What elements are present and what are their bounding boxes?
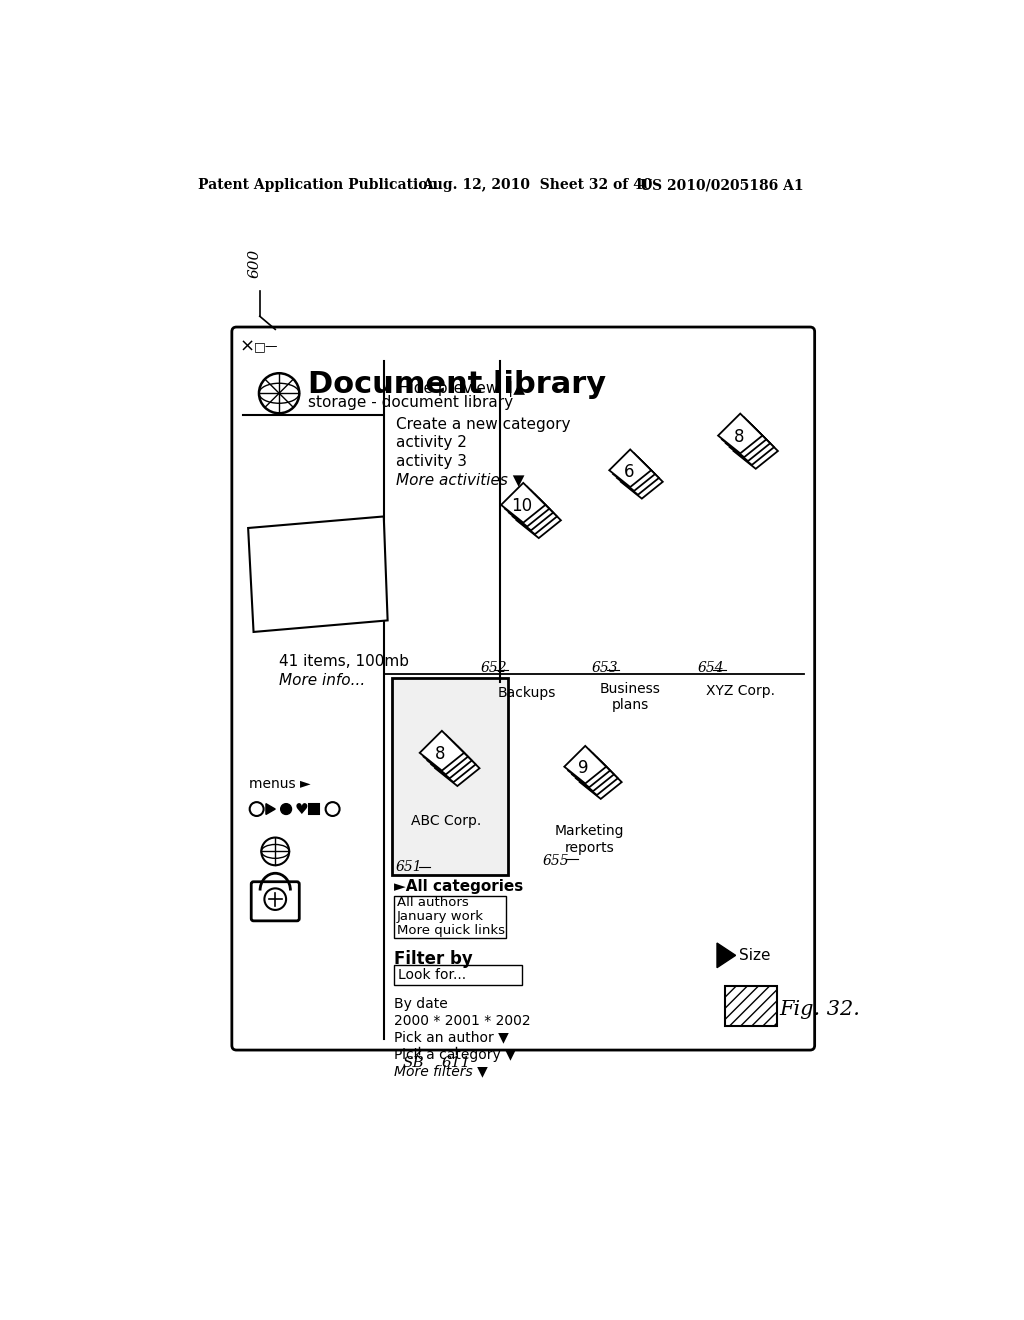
Text: Business
plans: Business plans: [600, 682, 660, 713]
Polygon shape: [266, 804, 275, 814]
Text: 10: 10: [511, 498, 532, 515]
FancyBboxPatch shape: [725, 986, 777, 1026]
Text: —: —: [264, 339, 276, 352]
Polygon shape: [564, 746, 606, 784]
Polygon shape: [718, 413, 763, 453]
Text: Fig. 32.: Fig. 32.: [779, 999, 860, 1019]
Text: 653: 653: [592, 661, 618, 675]
Text: US 2010/0205186 A1: US 2010/0205186 A1: [640, 178, 803, 193]
Text: 652: 652: [480, 661, 507, 675]
Text: Document library: Document library: [308, 370, 606, 399]
Polygon shape: [730, 425, 774, 465]
Text: Pick an author ▼: Pick an author ▼: [394, 1031, 509, 1044]
FancyBboxPatch shape: [394, 965, 521, 985]
Text: January work: January work: [397, 911, 484, 924]
Polygon shape: [733, 429, 778, 469]
Text: ♥: ♥: [295, 801, 308, 817]
Text: XYZ Corp.: XYZ Corp.: [706, 684, 775, 697]
Text: Marketing
reports: Marketing reports: [554, 825, 624, 854]
Text: activity 2: activity 2: [396, 436, 467, 450]
Circle shape: [281, 804, 292, 814]
FancyBboxPatch shape: [394, 896, 506, 939]
Polygon shape: [435, 746, 479, 785]
Polygon shape: [431, 742, 476, 783]
Text: Look for...: Look for...: [397, 969, 466, 982]
Text: Size: Size: [739, 948, 771, 962]
Text: Filter by: Filter by: [394, 950, 472, 968]
Polygon shape: [575, 758, 617, 795]
Polygon shape: [580, 762, 622, 799]
Text: Create a new category: Create a new category: [396, 417, 570, 432]
Polygon shape: [609, 449, 651, 487]
Text: 8: 8: [733, 428, 744, 446]
Text: All authors: All authors: [397, 896, 469, 909]
Polygon shape: [509, 491, 553, 531]
Text: 9: 9: [579, 759, 589, 777]
Text: Aug. 12, 2010  Sheet 32 of 40: Aug. 12, 2010 Sheet 32 of 40: [423, 178, 653, 193]
Polygon shape: [726, 421, 770, 461]
Polygon shape: [568, 750, 610, 787]
Text: 651: 651: [395, 859, 422, 874]
FancyBboxPatch shape: [391, 678, 508, 875]
Text: 41 items, 100mb: 41 items, 100mb: [280, 655, 410, 669]
Polygon shape: [248, 516, 388, 632]
Polygon shape: [613, 453, 655, 491]
Text: More info...: More info...: [280, 673, 366, 688]
Text: ►All categories: ►All categories: [394, 879, 523, 894]
Text: 600: 600: [248, 248, 261, 277]
Polygon shape: [427, 738, 472, 779]
Text: More filters ▼: More filters ▼: [394, 1065, 487, 1078]
Text: 8: 8: [435, 746, 445, 763]
Text: ×: ×: [240, 338, 255, 355]
Text: By date: By date: [394, 997, 447, 1011]
Polygon shape: [617, 457, 658, 495]
Text: activity 3: activity 3: [396, 454, 467, 469]
Text: More quick links: More quick links: [397, 924, 505, 937]
Polygon shape: [424, 735, 468, 775]
FancyBboxPatch shape: [231, 327, 815, 1051]
Text: 611: 611: [441, 1056, 470, 1071]
Text: □: □: [254, 339, 265, 352]
Polygon shape: [420, 731, 464, 771]
Text: ABC Corp.: ABC Corp.: [411, 814, 481, 829]
FancyBboxPatch shape: [309, 804, 319, 814]
Text: menus ►: menus ►: [249, 776, 310, 791]
Text: Hide preview  |▲: Hide preview |▲: [397, 381, 524, 397]
Text: Patent Application Publication: Patent Application Publication: [198, 178, 437, 193]
Polygon shape: [722, 417, 766, 457]
Polygon shape: [572, 754, 614, 791]
Text: 654: 654: [697, 661, 724, 675]
Polygon shape: [505, 487, 549, 527]
Text: storage - document library: storage - document library: [308, 395, 513, 411]
FancyBboxPatch shape: [251, 882, 299, 921]
Text: More activities ▼: More activities ▼: [396, 473, 524, 487]
Polygon shape: [516, 498, 561, 539]
Polygon shape: [513, 495, 557, 535]
Polygon shape: [501, 483, 546, 523]
Polygon shape: [717, 942, 735, 968]
Text: 2000 * 2001 * 2002: 2000 * 2001 * 2002: [394, 1014, 530, 1028]
Text: 6: 6: [624, 463, 634, 480]
Text: Backups: Backups: [498, 686, 556, 700]
Polygon shape: [621, 461, 663, 499]
Text: SB: SB: [402, 1056, 424, 1071]
Text: Pick a category ▼: Pick a category ▼: [394, 1048, 515, 1061]
Text: 655: 655: [543, 854, 569, 867]
